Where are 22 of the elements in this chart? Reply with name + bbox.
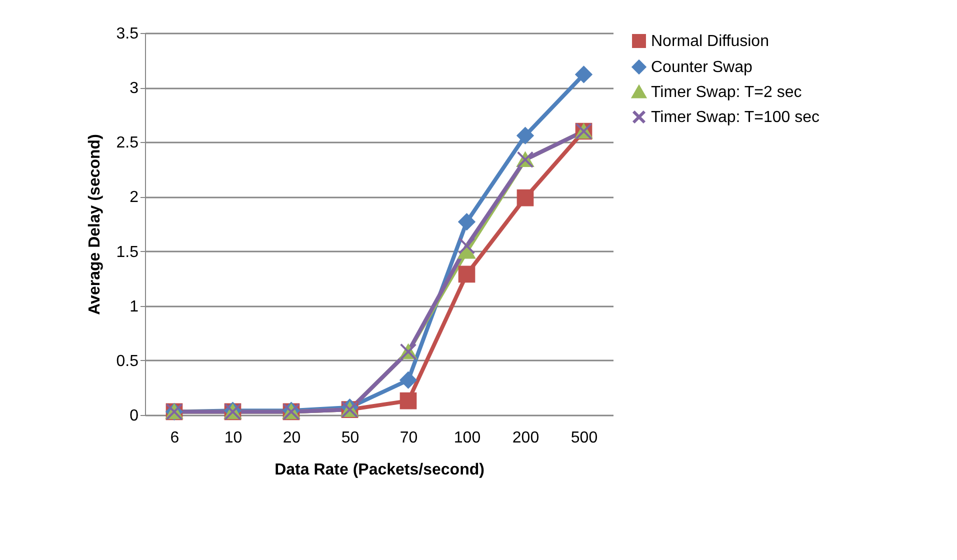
x-tick-label: 6 xyxy=(170,430,180,446)
x-tick-label: 10 xyxy=(224,430,242,446)
y-axis-title: Average Delay (second) xyxy=(86,134,104,315)
y-tick-label: 3.5 xyxy=(116,26,139,42)
y-tick-label: 1.5 xyxy=(116,244,139,261)
y-tick-label: 2 xyxy=(130,189,139,206)
y-tick-label: 3 xyxy=(130,80,139,98)
x-tick-label: 500 xyxy=(570,430,598,446)
x-tick-label: 100 xyxy=(454,430,481,446)
x-tick-label: 50 xyxy=(341,430,360,446)
y-tick-label: 2.5 xyxy=(116,134,139,152)
x-axis-title: Data Rate (Packets/second) xyxy=(274,462,484,478)
legend-label: Timer Swap: T=100 sec xyxy=(651,109,820,126)
y-tick-label: 0 xyxy=(130,408,139,424)
x-tick-label: 70 xyxy=(400,430,418,446)
y-tick-label: 1 xyxy=(130,298,139,316)
legend-label: Normal Diffusion xyxy=(651,33,769,50)
x-tick-label: 20 xyxy=(282,430,301,446)
y-tick-label: 0.5 xyxy=(116,352,139,370)
x-tick-label: 200 xyxy=(512,430,540,446)
legend-label: Timer Swap: T=2 sec xyxy=(651,84,802,101)
legend-label: Counter Swap xyxy=(651,59,752,76)
